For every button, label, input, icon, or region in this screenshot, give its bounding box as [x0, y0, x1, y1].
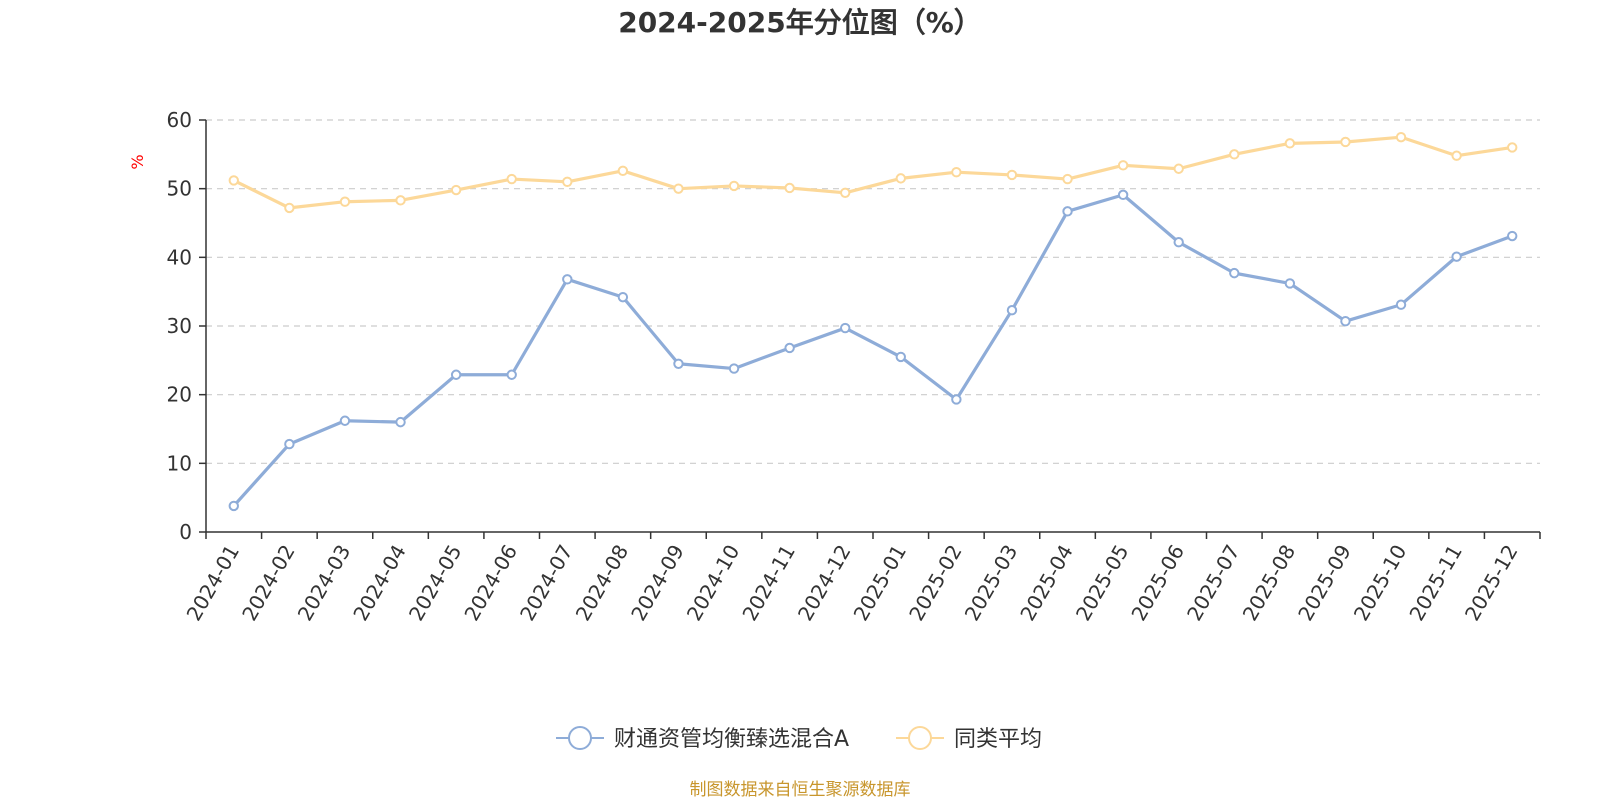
data-point[interactable] — [895, 351, 906, 363]
data-point[interactable] — [673, 358, 684, 369]
data-point[interactable] — [1006, 305, 1018, 316]
y-tick-label: 60 — [167, 108, 192, 132]
data-point[interactable] — [840, 322, 851, 334]
data-point[interactable] — [1006, 169, 1018, 181]
x-tick-label: 2025-10 — [1349, 541, 1412, 625]
data-point[interactable] — [1229, 149, 1240, 160]
x-tick-label: 2025-03 — [960, 540, 1023, 624]
data-point[interactable] — [1229, 267, 1240, 279]
chart-title: 2024-2025年分位图（%） — [618, 6, 982, 39]
x-tick-label: 2024-11 — [737, 541, 800, 625]
legend-item-1[interactable]: 财通资管均衡臻选混合A — [556, 726, 849, 752]
data-point[interactable] — [1062, 173, 1073, 185]
data-point[interactable] — [1507, 142, 1518, 153]
y-tick-label: 0 — [179, 520, 192, 544]
data-point[interactable] — [339, 196, 351, 207]
data-point[interactable] — [617, 291, 629, 303]
data-point[interactable] — [840, 187, 851, 198]
x-tick-label: 2024-08 — [571, 541, 634, 625]
series-2 — [228, 131, 1518, 214]
x-tick-label: 2024-02 — [237, 541, 300, 625]
data-point[interactable] — [1062, 206, 1073, 217]
x-tick-label: 2024-03 — [293, 541, 356, 625]
data-point[interactable] — [728, 180, 740, 192]
data-point[interactable] — [395, 416, 406, 428]
legend-marker-icon — [568, 726, 592, 750]
x-tick-label: 2025-01 — [849, 541, 912, 625]
x-tick-label: 2024-05 — [404, 541, 467, 625]
legend-label: 财通资管均衡臻选混合A — [614, 727, 849, 752]
x-tick-label: 2024-12 — [793, 541, 856, 625]
legend-label: 同类平均 — [954, 727, 1042, 752]
x-tick-label: 2025-04 — [1015, 541, 1078, 625]
x-tick-label: 2024-04 — [348, 541, 411, 625]
series-line — [232, 193, 1513, 507]
data-source-note: 制图数据来自恒生聚源数据库 — [690, 780, 911, 800]
data-point[interactable] — [1340, 315, 1351, 327]
x-tick-label: 2025-09 — [1293, 541, 1356, 625]
data-point[interactable] — [450, 184, 462, 196]
x-tick-label: 2024-01 — [182, 541, 245, 625]
data-point[interactable] — [784, 182, 795, 194]
x-tick-label: 2025-05 — [1071, 541, 1134, 625]
x-tick-label: 2024-07 — [515, 541, 578, 625]
data-point[interactable] — [1173, 163, 1184, 174]
y-tick-label: 30 — [167, 314, 192, 338]
x-tick-label: 2025-07 — [1182, 541, 1245, 625]
data-point[interactable] — [506, 369, 517, 380]
data-point[interactable] — [506, 173, 517, 185]
data-point[interactable] — [1451, 150, 1462, 161]
series-1 — [228, 189, 1518, 512]
data-point[interactable] — [951, 394, 962, 405]
data-point[interactable] — [339, 415, 351, 426]
axes: 01020304050602024-012024-022024-032024-0… — [167, 108, 1541, 625]
data-point[interactable] — [1395, 299, 1407, 310]
data-point[interactable] — [1284, 138, 1296, 149]
data-point[interactable] — [562, 274, 573, 285]
x-tick-label: 2024-06 — [459, 541, 522, 625]
series-lines — [228, 131, 1518, 512]
y-tick-label: 40 — [167, 245, 192, 269]
x-tick-label: 2025-06 — [1126, 541, 1189, 625]
data-point[interactable] — [228, 500, 239, 512]
x-tick-label: 2024-09 — [626, 541, 689, 625]
data-point[interactable] — [617, 165, 629, 177]
data-point[interactable] — [1507, 230, 1518, 242]
y-axis-unit-label: % — [128, 154, 147, 169]
data-point[interactable] — [1451, 251, 1462, 262]
y-tick-label: 50 — [167, 177, 192, 201]
data-point[interactable] — [228, 175, 239, 186]
data-point[interactable] — [1173, 237, 1184, 248]
data-point[interactable] — [784, 342, 795, 354]
data-point[interactable] — [1395, 131, 1407, 143]
data-point[interactable] — [284, 202, 295, 214]
y-tick-label: 20 — [167, 383, 192, 407]
x-tick-label: 2025-02 — [904, 541, 967, 625]
data-point[interactable] — [395, 195, 406, 206]
legend[interactable]: 财通资管均衡臻选混合A 同类平均 — [556, 726, 1042, 752]
legend-marker-icon — [908, 726, 932, 750]
x-tick-label: 2024-10 — [682, 541, 745, 625]
data-point[interactable] — [895, 173, 906, 184]
data-point[interactable] — [1284, 278, 1296, 289]
data-point[interactable] — [673, 183, 684, 194]
data-point[interactable] — [562, 176, 573, 188]
data-point[interactable] — [1117, 189, 1129, 201]
gridlines — [206, 119, 1540, 464]
x-tick-label: 2025-11 — [1404, 541, 1467, 625]
series-line — [233, 135, 1513, 210]
data-point[interactable] — [450, 369, 462, 380]
legend-item-2[interactable]: 同类平均 — [896, 726, 1042, 752]
data-point[interactable] — [951, 166, 962, 178]
data-point[interactable] — [728, 363, 740, 374]
data-point[interactable] — [284, 438, 295, 450]
x-tick-label: 2025-12 — [1460, 541, 1523, 625]
y-tick-label: 10 — [167, 451, 192, 475]
data-point[interactable] — [1117, 160, 1129, 171]
x-tick-label: 2025-08 — [1238, 541, 1301, 625]
data-point[interactable] — [1340, 136, 1351, 148]
